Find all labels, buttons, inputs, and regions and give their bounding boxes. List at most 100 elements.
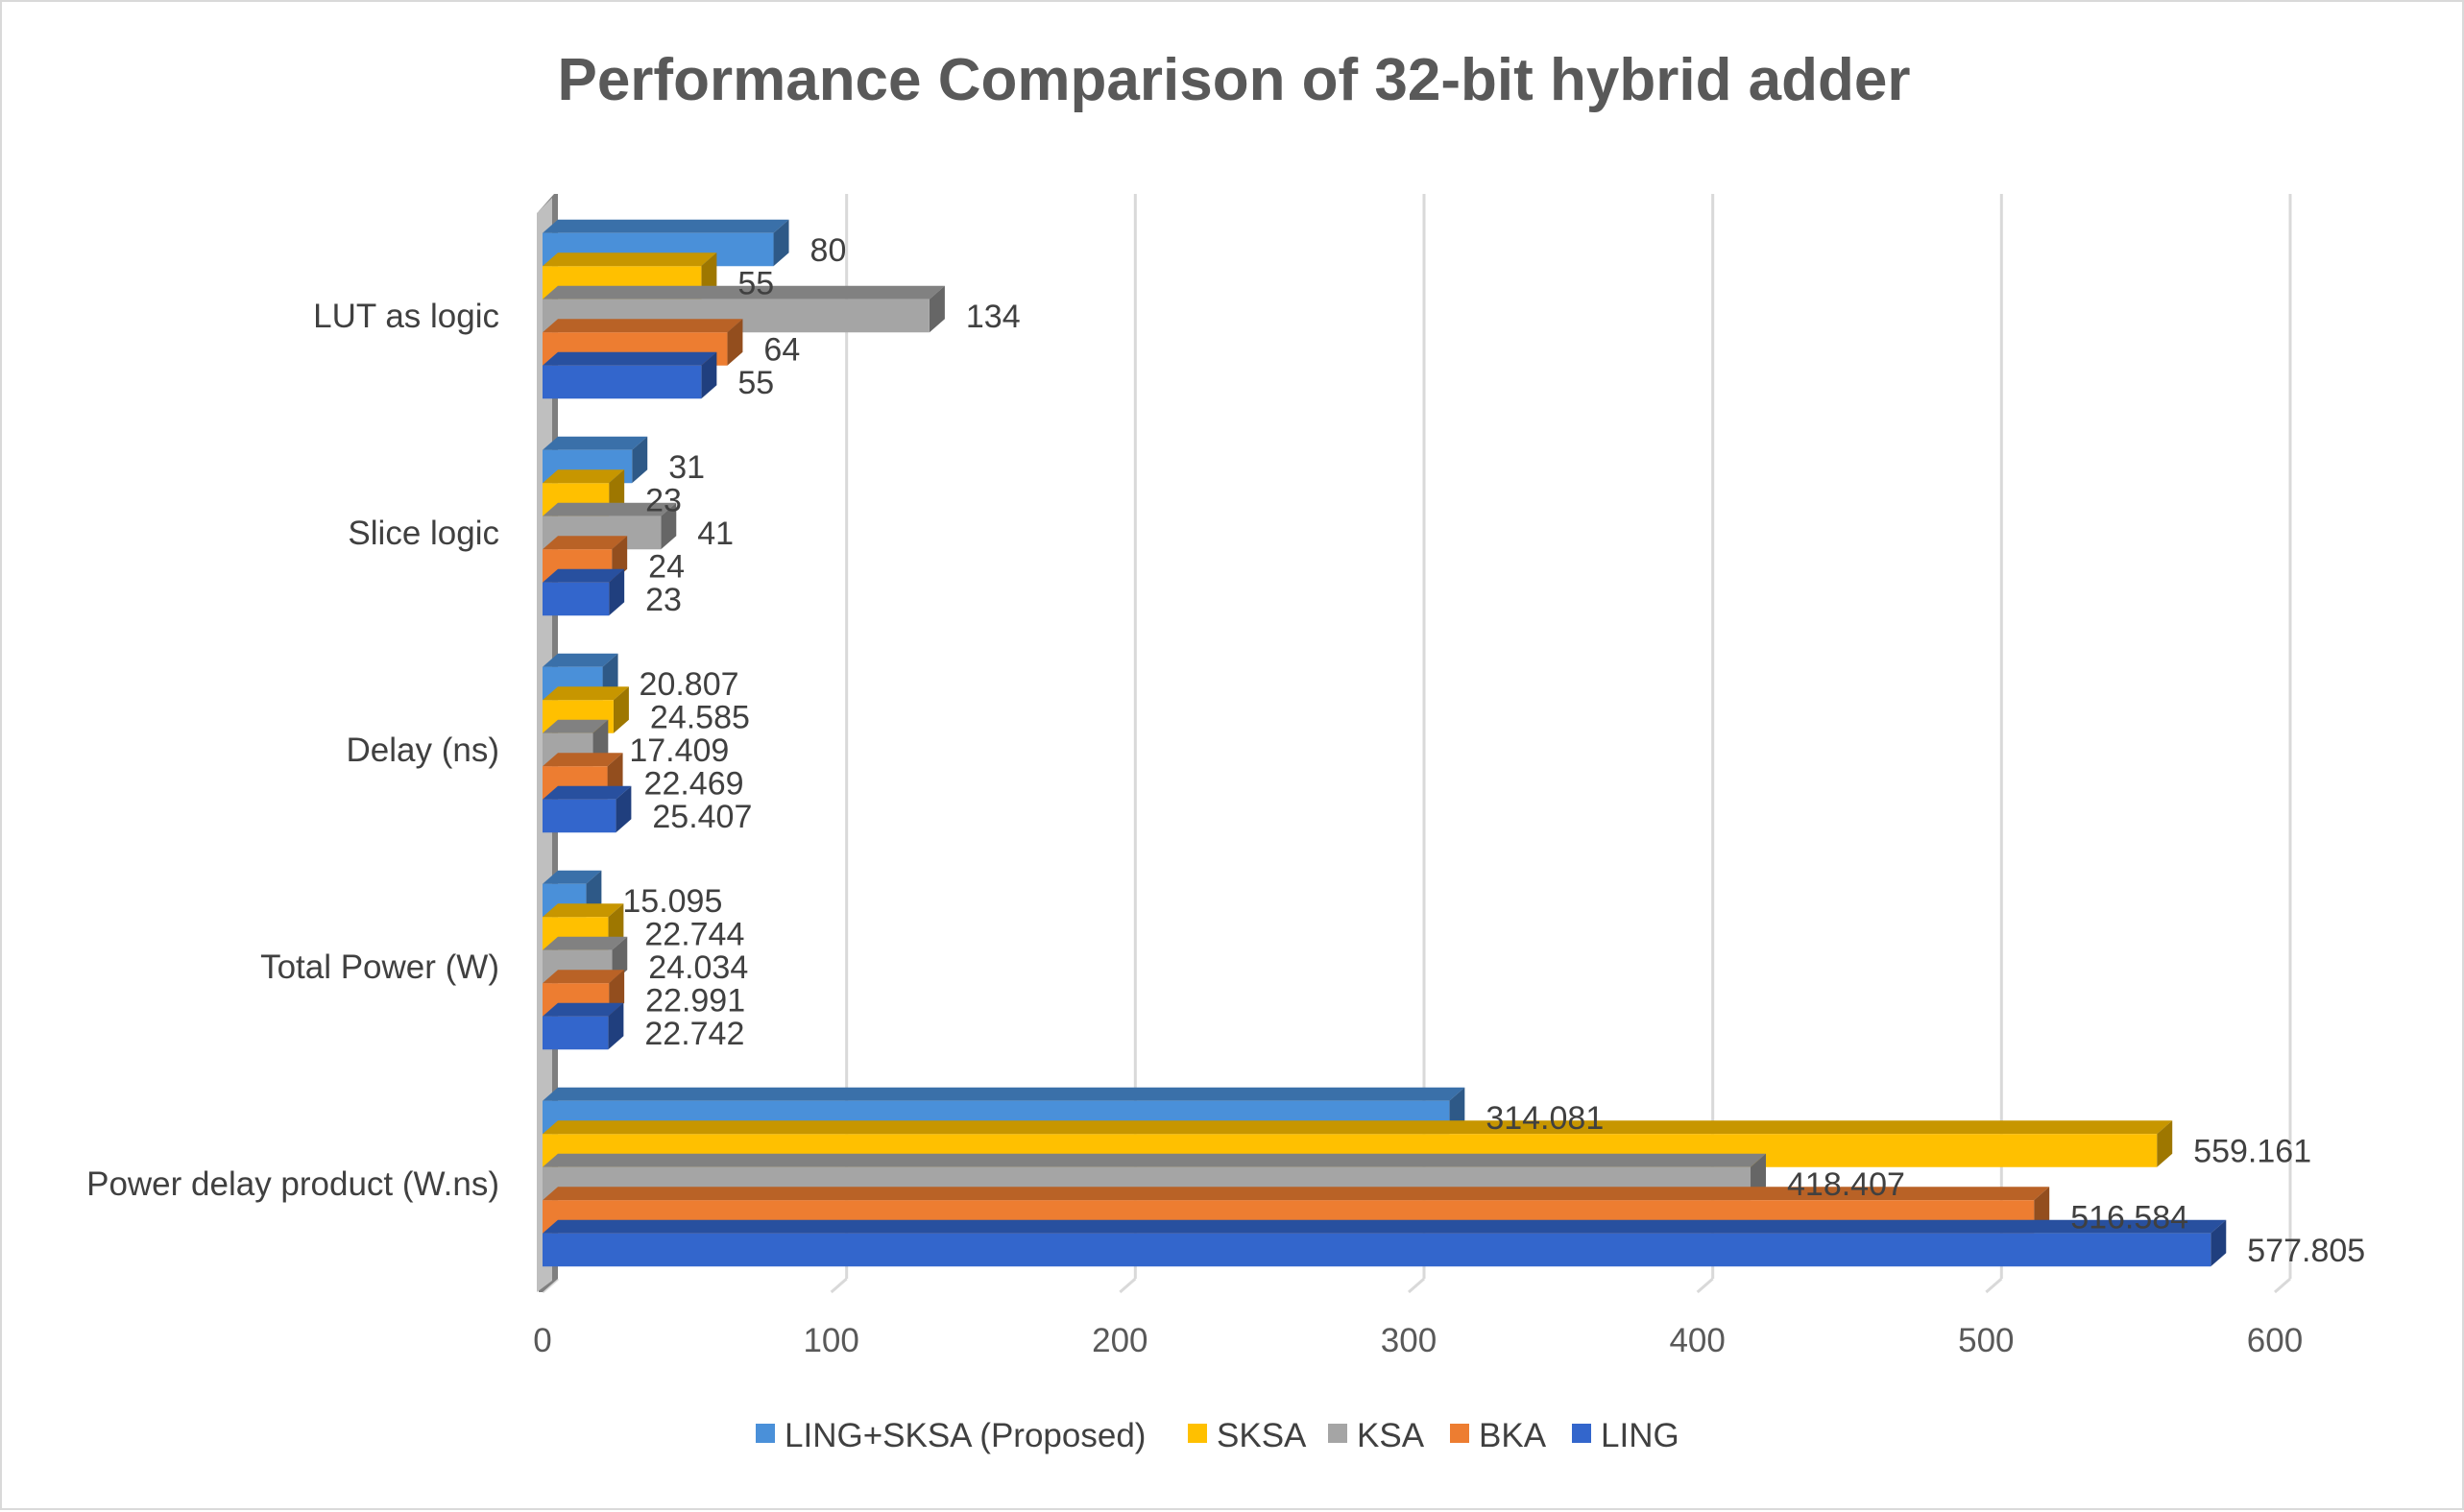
floor-tick-100 (830, 1277, 848, 1294)
data-label: 23 (645, 483, 682, 519)
bar-top-face (543, 1002, 624, 1017)
x-tick-label: 200 (1092, 1322, 1147, 1359)
data-label: 418.407 (1787, 1166, 1905, 1203)
bar-front-face (543, 365, 702, 399)
legend-swatch (1188, 1424, 1207, 1443)
bar-side-face (632, 436, 648, 484)
data-label: 23 (645, 582, 682, 618)
bar-ling-delay-ns (543, 785, 632, 833)
floor-tick-300 (1408, 1277, 1425, 1294)
bar-side-face (613, 686, 629, 733)
bar-ling-total-power-w (543, 1002, 624, 1050)
data-label: 24.034 (648, 949, 748, 986)
bar-top-face (543, 351, 717, 366)
bar-side-face (929, 285, 945, 333)
category-label-lut-as-logic: LUT as logic (313, 298, 499, 335)
data-label: 134 (966, 299, 1021, 335)
bar-ling-slice-logic (543, 568, 625, 616)
bar-top-face (543, 1087, 1465, 1101)
bar-top-face (543, 870, 602, 884)
data-label: 22.742 (644, 1016, 744, 1052)
bar-top-face (543, 1120, 2173, 1135)
legend-label: KSA (1357, 1417, 1425, 1454)
data-label: 24 (648, 549, 685, 586)
legend-item-ling: LING (1572, 1417, 1679, 1454)
data-label: 17.409 (629, 732, 729, 769)
floor-tick-600 (2274, 1277, 2291, 1294)
x-tick-label: 500 (1958, 1322, 2014, 1359)
x-tick-label: 100 (803, 1322, 858, 1359)
data-label: 55 (737, 365, 774, 401)
bar-top-face (543, 1187, 2050, 1201)
data-label: 41 (697, 516, 734, 552)
bar-side-face (2157, 1120, 2173, 1167)
legend-item-bka: BKA (1450, 1417, 1547, 1454)
data-label: 64 (763, 332, 800, 369)
bar-top-face (543, 1153, 1767, 1167)
chart-title: Performance Comparison of 32-bit hybrid … (557, 47, 1910, 113)
legend-label: SKSA (1217, 1417, 1307, 1454)
bar-top-face (543, 1219, 2227, 1234)
legend-item-ksa: KSA (1328, 1417, 1425, 1454)
bar-front-face (543, 1233, 2211, 1267)
x-tick-label: 300 (1381, 1322, 1437, 1359)
data-label: 22.991 (645, 983, 745, 1020)
bar-side-face (661, 502, 677, 550)
bar-side-face (608, 1002, 624, 1050)
bar-top-face (543, 536, 628, 550)
legend-swatch (1328, 1424, 1347, 1443)
floor-tick-200 (1119, 1277, 1137, 1294)
legend-swatch (1572, 1424, 1591, 1443)
floor-tick-500 (1985, 1277, 2003, 1294)
data-label: 25.407 (652, 799, 752, 835)
bar-top-face (543, 219, 789, 233)
data-label: 20.807 (640, 666, 739, 703)
data-label: 80 (810, 232, 847, 269)
legend-label: LING (1601, 1417, 1679, 1454)
legend-item-sksa: SKSA (1188, 1417, 1307, 1454)
bar-top-face (543, 285, 945, 300)
legend: LING+SKSA (Proposed) SKSA KSA BKA LING (756, 1417, 1679, 1454)
x-tick-label: 0 (533, 1322, 551, 1359)
category-label-total-power-w: Total Power (W) (260, 948, 499, 986)
category-label-slice-logic: Slice logic (348, 515, 499, 552)
data-label: 577.805 (2247, 1233, 2365, 1269)
bar-top-face (543, 502, 677, 516)
bar-side-face (609, 568, 625, 616)
legend-swatch (1450, 1424, 1469, 1443)
legend-label: BKA (1479, 1417, 1547, 1454)
bar-top-face (543, 970, 625, 984)
bar-front-face (543, 582, 610, 616)
data-label: 55 (737, 266, 774, 302)
bar-top-face (543, 936, 628, 950)
bar-side-face (701, 351, 717, 399)
bar-top-face (543, 568, 625, 583)
x-tick-label: 600 (2247, 1322, 2303, 1359)
legend-label: LING+SKSA (Proposed) (785, 1417, 1146, 1454)
data-label: 22.744 (644, 917, 744, 953)
data-label: 516.584 (2070, 1200, 2188, 1236)
bar-top-face (543, 753, 623, 767)
bar-top-face (543, 319, 743, 333)
bar-side-face (2210, 1219, 2227, 1267)
category-label-power-delay-product-w-ns: Power delay product (W.ns) (86, 1165, 499, 1203)
bars (543, 219, 2227, 1267)
bar-bka-total-power-w (543, 970, 625, 1017)
bar-top-face (543, 719, 609, 733)
data-labels: 80551346455312341242320.80724.58517.4092… (622, 232, 2365, 1269)
data-label: 15.095 (622, 883, 722, 920)
bar-top-face (543, 469, 625, 484)
legend-item-ling-sksa-proposed: LING+SKSA (Proposed) (756, 1417, 1146, 1454)
bar-side-face (773, 219, 789, 267)
bar-top-face (543, 903, 624, 918)
data-label: 559.161 (2193, 1134, 2311, 1170)
data-label: 22.469 (644, 766, 744, 803)
data-label: 314.081 (1486, 1100, 1604, 1137)
data-label: 31 (668, 449, 705, 486)
bar-top-face (543, 436, 648, 450)
bar-top-face (543, 252, 717, 267)
bar-top-face (543, 785, 632, 800)
bar-front-face (543, 1016, 609, 1050)
